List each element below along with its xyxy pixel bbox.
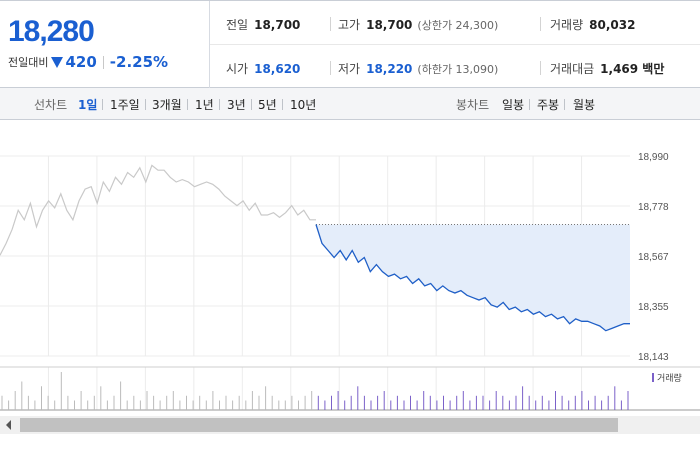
quote-summary: 18,280 전일대비 420 -2.25% 전일 18,700 고가 18,7… (0, 0, 700, 88)
change-row: 전일대비 420 -2.25% (8, 53, 168, 71)
divider (210, 44, 700, 45)
y-tick-label: 18,567 (638, 252, 669, 263)
change-amount: 420 (65, 53, 97, 71)
price-panel: 18,280 전일대비 420 -2.25% (0, 1, 210, 88)
stat-low: 저가 18,220 (하한가 13,090) (338, 60, 498, 77)
volume-legend: 거래량 (652, 371, 682, 384)
down-triangle-icon (51, 56, 64, 68)
divider (251, 99, 252, 110)
stat-sub: (하한가 13,090) (417, 62, 499, 76)
divider (282, 99, 283, 110)
stat-label: 시가 (226, 62, 249, 76)
y-tick-label: 18,355 (638, 302, 669, 313)
stat-label: 전일 (226, 18, 249, 32)
legend-label: 거래량 (657, 374, 682, 384)
change-label: 전일대비 (8, 56, 49, 69)
tab-1w[interactable]: 1주일 (110, 98, 140, 112)
divider (219, 99, 220, 110)
tab-5y[interactable]: 5년 (258, 98, 277, 112)
divider (330, 61, 331, 75)
legend-swatch (652, 373, 654, 382)
divider (330, 17, 331, 31)
stat-value: 18,700 (366, 17, 413, 32)
stat-label: 저가 (338, 62, 361, 76)
series-line-today (315, 224, 630, 332)
divider (102, 99, 103, 110)
tab-monthly[interactable]: 월봉 (573, 98, 596, 112)
divider (540, 61, 541, 75)
stat-value: 1,469 백만 (600, 62, 665, 76)
candle-chart-label: 봉차트 (456, 98, 490, 112)
stat-open: 시가 18,620 (226, 60, 300, 77)
below-reference-area (316, 224, 630, 331)
tab-weekly[interactable]: 주봉 (537, 98, 560, 112)
stats-panel: 전일 18,700 고가 18,700 (상한가 24,300) 거래량 80,… (210, 1, 700, 88)
stat-high: 고가 18,700 (상한가 24,300) (338, 16, 498, 33)
horizontal-scrollbar[interactable] (0, 416, 700, 434)
current-price: 18,280 (8, 15, 95, 48)
change-percent: -2.25% (109, 53, 169, 71)
tab-3y[interactable]: 3년 (227, 98, 246, 112)
stat-trade-value: 거래대금 1,469 백만 (550, 60, 664, 77)
tab-10y[interactable]: 10년 (290, 98, 317, 112)
line-chart-label: 선차트 (34, 98, 68, 112)
price-chart-svg: 18,990 18,778 18,567 18,355 18,143 (0, 152, 700, 411)
divider (529, 99, 530, 110)
divider (187, 99, 188, 110)
tab-1d[interactable]: 1일 (78, 98, 98, 112)
tab-daily[interactable]: 일봉 (502, 98, 525, 112)
stat-value: 18,700 (254, 17, 301, 32)
y-tick-label: 18,990 (638, 152, 669, 163)
chart-toolbar: 선차트 1일 1주일 3개월 1년 3년 5년 10년 봉차트 일봉 주봉 월봉 (0, 88, 700, 120)
scroll-thumb[interactable] (20, 418, 618, 432)
series-line-prev (0, 164, 316, 256)
y-tick-label: 18,778 (638, 202, 669, 213)
stat-value: 18,220 (366, 61, 413, 76)
y-tick-label: 18,143 (638, 352, 669, 363)
tab-3m[interactable]: 3개월 (152, 98, 182, 112)
stat-label: 거래대금 (550, 62, 595, 76)
price-chart: 18,990 18,778 18,567 18,355 18,143 (0, 120, 700, 450)
divider (564, 99, 565, 110)
stat-volume: 거래량 80,032 (550, 16, 635, 33)
stat-value: 18,620 (254, 61, 301, 76)
scroll-left-icon[interactable] (6, 420, 11, 430)
stat-label: 고가 (338, 18, 361, 32)
stat-label: 거래량 (550, 18, 584, 32)
divider (102, 55, 104, 69)
divider (540, 17, 541, 31)
tab-1y[interactable]: 1년 (195, 98, 214, 112)
divider (145, 99, 146, 110)
stat-sub: (상한가 24,300) (417, 18, 499, 32)
stat-prev-close: 전일 18,700 (226, 16, 300, 33)
stat-value: 80,032 (589, 17, 636, 32)
